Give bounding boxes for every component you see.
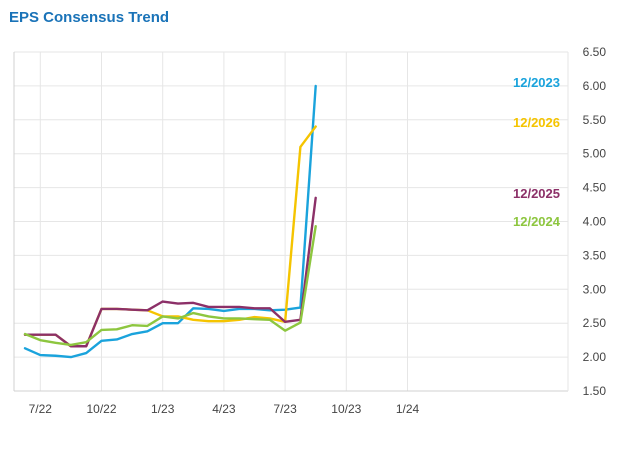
series-label-12-2024: 12/2024 xyxy=(513,214,561,229)
y-axis-ticks: 6.50 6.00 5.50 5.00 4.50 4.00 3.50 3.00 2.50 2.00… xyxy=(583,45,607,398)
x-tick-label: 1/24 xyxy=(396,402,420,416)
series-line-12-2024 xyxy=(23,225,317,347)
grid xyxy=(13,51,569,392)
x-tick-label: 7/22 xyxy=(29,402,53,416)
x-tick-label: 1/23 xyxy=(151,402,175,416)
series-labels: 12/2023 12/2026 12/2025 12/2024 xyxy=(513,75,561,229)
series-label-12-2023: 12/2023 xyxy=(513,75,560,90)
y-tick-label: 6.50 xyxy=(583,45,607,59)
series-label-12-2026: 12/2026 xyxy=(513,115,560,130)
series-line-12-2025 xyxy=(23,196,317,348)
y-tick-label: 4.00 xyxy=(583,215,607,229)
y-tick-label: 3.50 xyxy=(583,248,607,262)
y-tick-label: 2.00 xyxy=(583,350,607,364)
y-tick-label: 5.50 xyxy=(583,113,607,127)
x-tick-label: 7/23 xyxy=(273,402,297,416)
series-lines xyxy=(23,84,317,359)
y-tick-label: 2.50 xyxy=(583,316,607,330)
y-tick-label: 4.50 xyxy=(583,181,607,195)
series-line-12-2026 xyxy=(23,125,317,348)
x-tick-label: 10/22 xyxy=(86,402,116,416)
y-tick-label: 6.00 xyxy=(583,79,607,93)
x-axis-ticks: 7/22 10/22 1/23 4/23 7/23 10/23 1/24 xyxy=(29,402,420,416)
series-line-12-2023 xyxy=(23,84,317,359)
x-tick-label: 10/23 xyxy=(331,402,361,416)
series-label-12-2025: 12/2025 xyxy=(513,186,560,201)
y-tick-label: 3.00 xyxy=(583,282,607,296)
y-tick-label: 5.00 xyxy=(583,147,607,161)
x-tick-label: 4/23 xyxy=(212,402,236,416)
y-tick-label: 1.50 xyxy=(583,384,607,398)
chart-title: EPS Consensus Trend xyxy=(9,9,170,26)
